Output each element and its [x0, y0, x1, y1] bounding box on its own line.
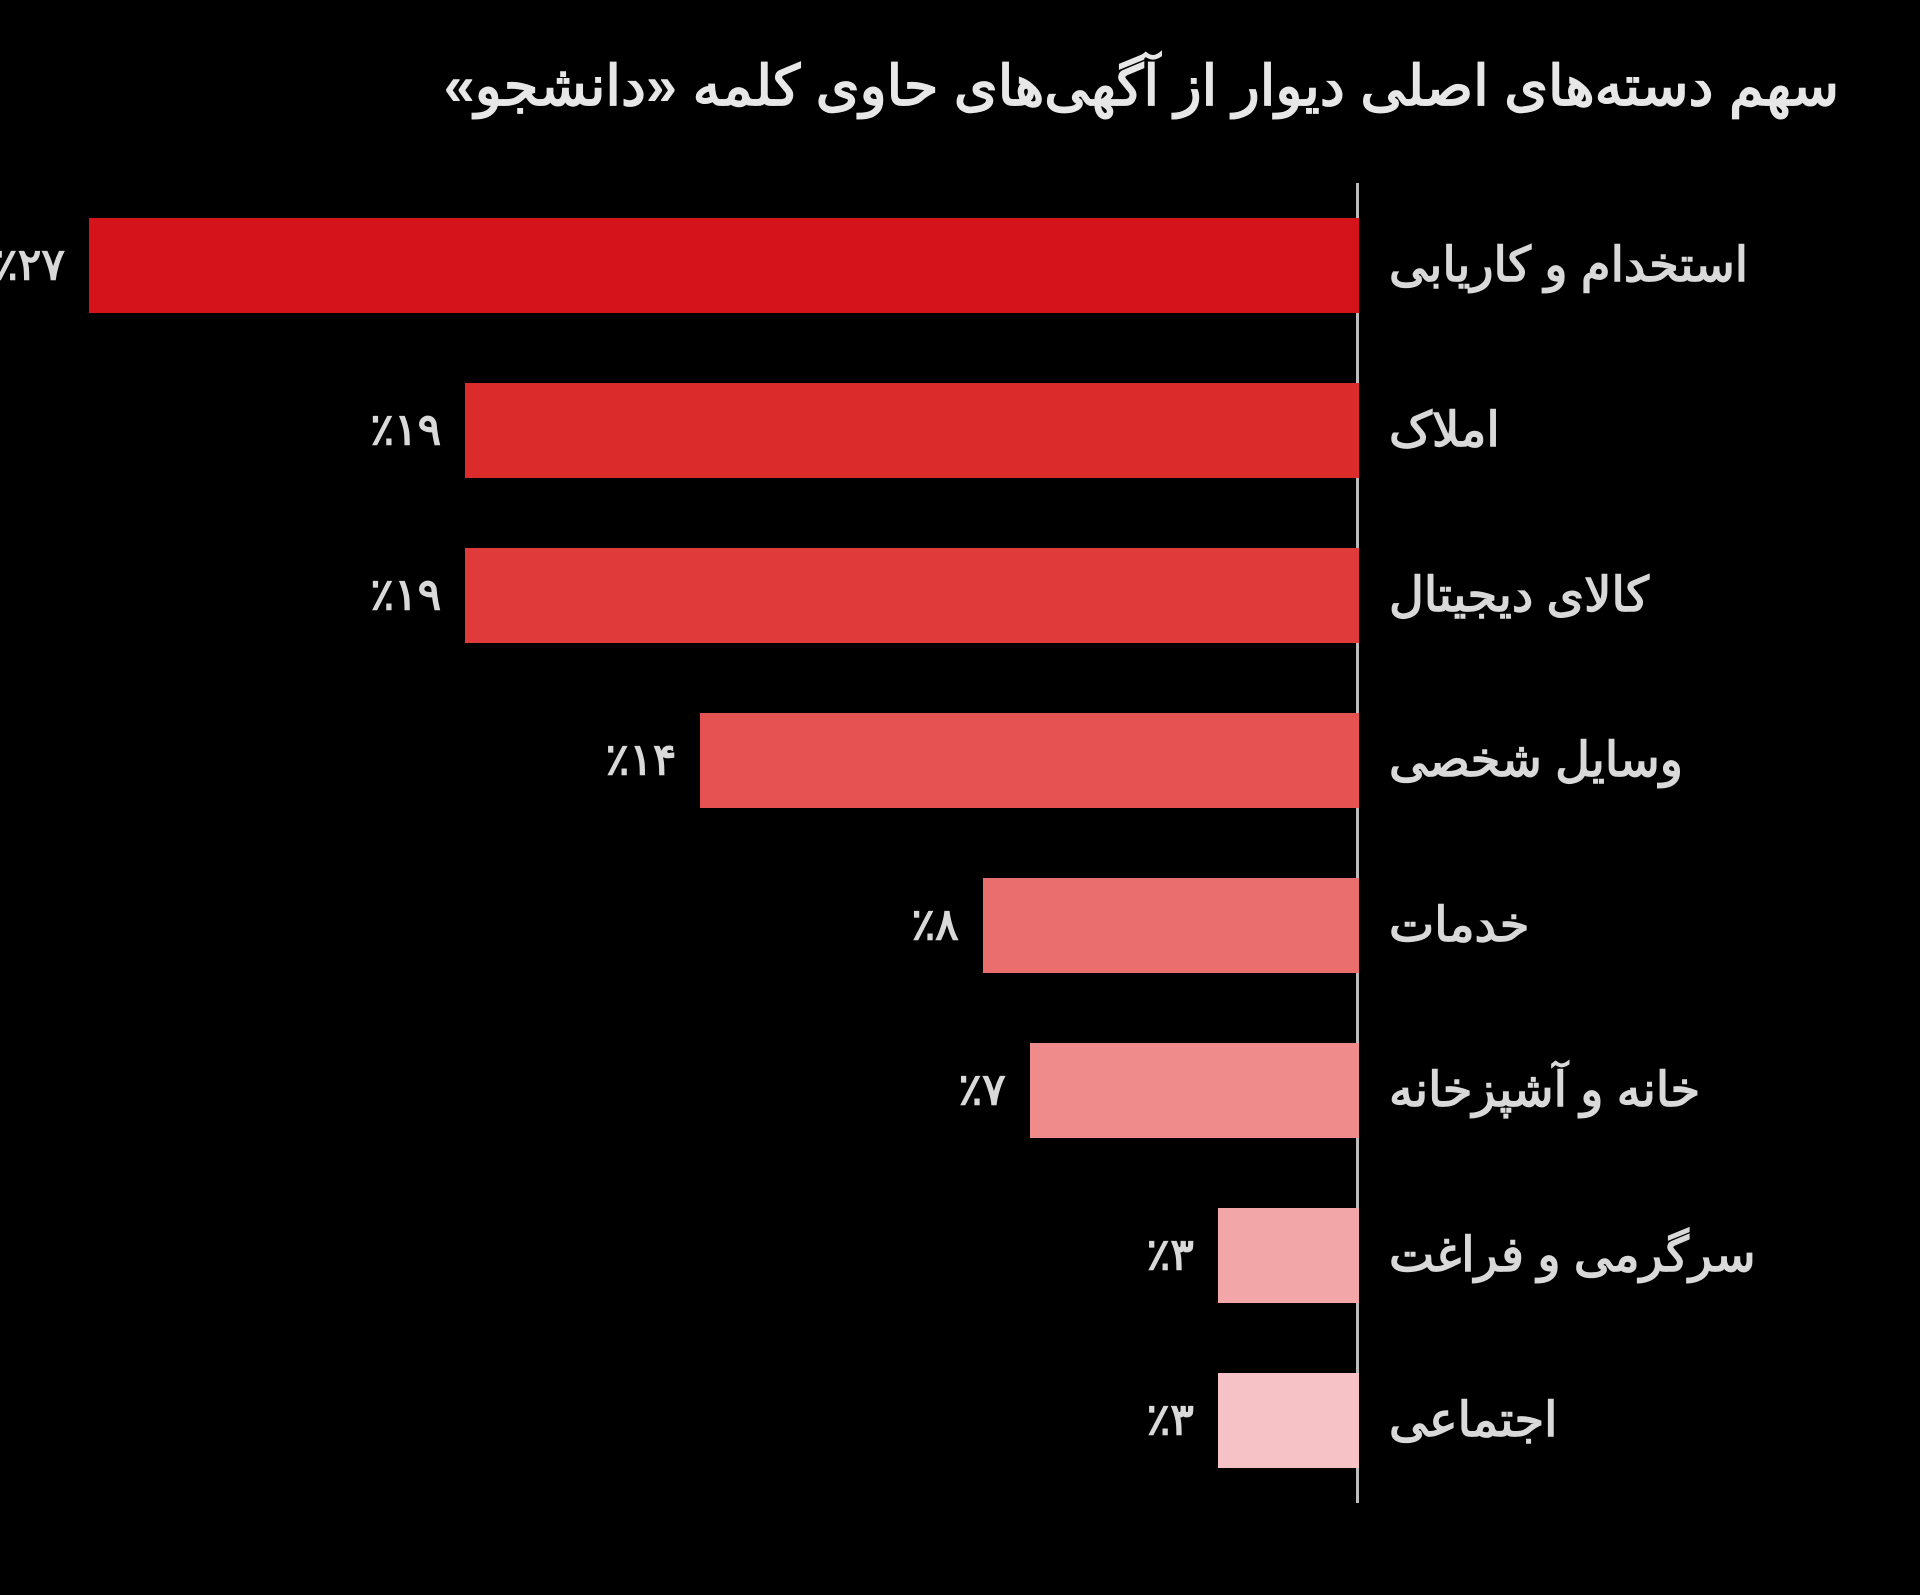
axis-line: [1357, 183, 1360, 1503]
bar: [90, 218, 1360, 313]
value-label: ٪۱۴: [607, 735, 678, 786]
bar-area: ٪۳: [80, 1208, 1360, 1303]
bar-row: وسایل شخصی ٪۱۴: [80, 678, 1840, 843]
value-label: ٪۱۹: [371, 570, 442, 621]
category-label: املاک: [1360, 402, 1840, 458]
category-label: خدمات: [1360, 897, 1840, 953]
bar: [1031, 1043, 1360, 1138]
bar: [701, 713, 1360, 808]
value-label: ٪۱۹: [371, 405, 442, 456]
bar: [1219, 1373, 1360, 1468]
bar: [466, 548, 1360, 643]
bar-area: ٪۱۴: [80, 713, 1360, 808]
bar-row: خانه و آشپزخانه ٪۷: [80, 1008, 1840, 1173]
bar-area: ٪۱۹: [80, 548, 1360, 643]
value-label: ٪۷: [959, 1065, 1006, 1116]
bar: [1219, 1208, 1360, 1303]
value-label: ٪۸: [912, 900, 959, 951]
category-label: خانه و آشپزخانه: [1360, 1062, 1840, 1118]
category-label: کالای دیجیتال: [1360, 567, 1840, 623]
category-label: استخدام و کاریابی: [1360, 237, 1840, 293]
bar-row: املاک ٪۱۹: [80, 348, 1840, 513]
bar-row: خدمات ٪۸: [80, 843, 1840, 1008]
category-label: وسایل شخصی: [1360, 732, 1840, 788]
bar-rows: استخدام و کاریابی٪۲۷املاک٪۱۹کالای دیجیتا…: [80, 183, 1840, 1503]
category-label: سرگرمی و فراغت: [1360, 1227, 1840, 1283]
bar: [466, 383, 1360, 478]
bar-area: ٪۱۹: [80, 383, 1360, 478]
bar-row: استخدام و کاریابی٪۲۷: [80, 183, 1840, 348]
bar-area: ٪۷: [80, 1043, 1360, 1138]
bar-row: اجتماعی ٪۳: [80, 1338, 1840, 1503]
chart-container: سهم دسته‌های اصلی دیوار از آگهی‌های حاوی…: [0, 0, 1920, 1595]
bar-area: ٪۸: [80, 878, 1360, 973]
bar-area: ٪۲۷: [80, 218, 1360, 313]
value-label: ٪۲۷: [0, 240, 66, 291]
value-label: ٪۳: [1148, 1395, 1195, 1446]
chart-title: سهم دسته‌های اصلی دیوار از آگهی‌های حاوی…: [80, 50, 1840, 123]
value-label: ٪۳: [1148, 1230, 1195, 1281]
bar-area: ٪۳: [80, 1373, 1360, 1468]
category-label: اجتماعی: [1360, 1392, 1840, 1448]
bar-row: سرگرمی و فراغت ٪۳: [80, 1173, 1840, 1338]
bar: [984, 878, 1360, 973]
bar-row: کالای دیجیتال ٪۱۹: [80, 513, 1840, 678]
